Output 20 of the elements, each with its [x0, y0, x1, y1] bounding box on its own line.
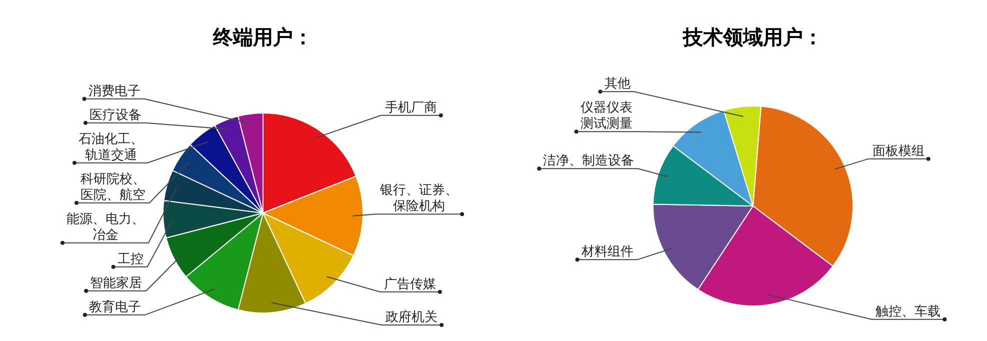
slice-label: 石油化工、轨道交通 — [78, 132, 144, 163]
slice-label: 政府机关 — [386, 309, 438, 325]
slice-label: 教育电子 — [88, 298, 141, 315]
slice-label: 广告传媒 — [384, 276, 436, 292]
slice-label: 洁净、制造设备 — [543, 154, 634, 169]
slice-label: 智能家居 — [90, 274, 142, 291]
slice-label: 面板模组 — [872, 144, 924, 159]
chart-title: 技术领域用户： — [682, 25, 823, 49]
slice-label: 银行、证券、保险机构 — [379, 183, 458, 214]
slice-label: 科研院校、医院、航空 — [80, 172, 146, 203]
slice-label: 医疗设备 — [89, 108, 142, 123]
slice-label: 能源、电力、冶金 — [66, 212, 145, 243]
slice-label: 其他 — [604, 76, 630, 92]
slice-label: 手机厂商 — [384, 100, 437, 116]
chart-title: 终端用户： — [212, 25, 313, 49]
slice-label: 消费电子 — [88, 84, 140, 99]
slice-label: 仪器仪表测试测量 — [580, 100, 632, 132]
slice-label: 材料组件 — [580, 244, 634, 260]
slice-label: 触控、车载 — [876, 304, 941, 320]
slice-label: 工控 — [117, 252, 144, 267]
